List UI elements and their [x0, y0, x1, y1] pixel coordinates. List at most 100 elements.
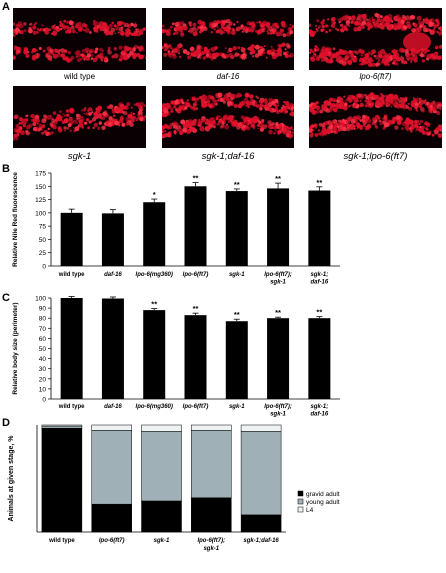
significance-label: ** [234, 310, 240, 319]
micrograph-label-1: wild type [63, 72, 96, 81]
bar [101, 298, 124, 399]
significance-label: ** [193, 174, 199, 183]
micrograph-label-5: sgk-1;daf-16 [201, 151, 255, 162]
fluorescence-image [162, 18, 294, 61]
x-tick-label: lpo-6(ft7) [99, 538, 125, 544]
fluorescence-image [309, 12, 442, 67]
stacked-bar-segment [141, 431, 182, 502]
bar [225, 191, 248, 266]
micrograph-5 [162, 86, 294, 148]
panel-d-letter: D [2, 417, 10, 429]
bar [308, 318, 331, 399]
x-tick-label: wild type [58, 404, 85, 410]
x-tick-label: daf-16 [311, 280, 329, 286]
legend-swatch [297, 506, 304, 513]
y-axis-label: Relative Nile Red fluorescence [12, 172, 19, 267]
y-tick-label: 60 [39, 336, 47, 343]
y-tick-label: 70 [39, 326, 47, 333]
stacked-bar-segment [191, 497, 232, 533]
stacked-bar-segment [41, 425, 83, 429]
significance-label: ** [193, 304, 199, 313]
micrograph-1 [13, 8, 146, 70]
y-tick-label: 100 [35, 210, 46, 217]
stacked-bar-segment [141, 500, 182, 533]
x-tick-label: sgk-1 [229, 404, 245, 410]
significance-label: ** [316, 178, 322, 187]
fluorescence-image [13, 101, 146, 141]
x-tick-label: sgk-1 [229, 272, 245, 278]
stacked-bar-segment [240, 514, 282, 533]
x-tick-label: sgk-1 [154, 538, 170, 544]
y-tick-label: 10 [39, 386, 47, 393]
x-tick-label: sgk-1 [270, 412, 286, 418]
significance-label: ** [151, 300, 157, 309]
bar [143, 310, 166, 399]
bar [267, 188, 290, 266]
x-tick-label: sgk-1; [311, 404, 329, 410]
legend-label: gravid adult [306, 491, 340, 498]
stacked-bar-segment [240, 431, 282, 516]
micrograph-2 [162, 8, 294, 70]
panel-b-letter: B [2, 163, 10, 175]
micrograph-6 [309, 86, 442, 148]
fluorescence-image [13, 19, 146, 63]
panel-a-letter: A [2, 1, 10, 13]
legend-label: young adult [306, 499, 340, 506]
y-tick-label: 150 [35, 184, 46, 191]
fluorescence-image [309, 92, 442, 138]
micrograph-label-2: daf-16 [216, 72, 240, 81]
stacked-bar-segment [91, 424, 132, 431]
significance-label: * [153, 190, 156, 199]
bar [267, 318, 290, 399]
legend-label: L4 [306, 507, 314, 514]
bar [184, 315, 207, 399]
y-tick-label: 75 [39, 224, 47, 231]
bar [60, 298, 83, 399]
stacked-bar-segment [191, 424, 232, 431]
y-axis-label: Animals at given stage, % [8, 435, 15, 522]
panel-c-letter: C [2, 292, 10, 304]
y-tick-label: 20 [39, 376, 47, 383]
y-tick-label: 80 [39, 316, 47, 323]
bar [308, 190, 331, 266]
y-tick-label: 40 [39, 356, 47, 363]
legend-swatch [297, 490, 304, 497]
chart-b: 0 25 50 75 100 125 150 175 Relative Nile Red flu… [12, 171, 340, 286]
y-tick-label: 90 [39, 306, 47, 313]
x-tick-label: daf-16 [104, 272, 122, 278]
y-tick-label: 50 [39, 346, 47, 353]
stacked-bar-segment [41, 427, 83, 533]
stacked-bar-segment [141, 424, 182, 432]
x-tick-label: lpo-6(ft7) [183, 272, 209, 278]
y-tick-label: 100 [35, 296, 46, 303]
x-tick-label: sgk-1; [311, 272, 329, 278]
x-tick-label: sgk-1;daf-16 [243, 538, 279, 544]
chart-d: Animals at given stage, % wild type lpo-6(… [8, 424, 340, 552]
micrograph-3 [309, 8, 442, 70]
stacked-bar-segment [91, 503, 132, 533]
significance-label: ** [234, 180, 240, 189]
y-tick-label: 50 [39, 237, 47, 244]
y-tick-label: 30 [39, 366, 47, 373]
y-tick-label: 0 [42, 397, 46, 404]
x-tick-label: daf-16 [311, 412, 329, 418]
y-axis-label: Relative body size (perimeter) [12, 302, 19, 394]
micrograph-label-3: lpo-6(ft7) [359, 72, 392, 81]
x-tick-label: lpo-6(ft7); [264, 404, 292, 410]
significance-label: ** [316, 308, 322, 317]
x-tick-label: wild type [58, 272, 85, 278]
x-tick-label: lpo-6(ft7) [183, 404, 209, 410]
legend-swatch [297, 498, 304, 505]
stacked-bar-segment [41, 424, 83, 427]
x-tick-label: lpo-6(ft7); [264, 272, 292, 278]
x-tick-label: daf-16 [104, 404, 122, 410]
bar [225, 321, 248, 399]
stacked-bar-segment [240, 424, 282, 432]
y-tick-label: 125 [35, 197, 46, 204]
stacked-bar-segment [191, 430, 232, 499]
significance-label: ** [275, 174, 281, 183]
micrograph-4 [13, 86, 146, 148]
chart-c: 0 10 20 30 40 50 60 70 80 90 100 Relative body size… [12, 296, 340, 418]
x-tick-label: wild type [48, 538, 75, 544]
micrograph-label-4: sgk-1 [67, 151, 92, 162]
